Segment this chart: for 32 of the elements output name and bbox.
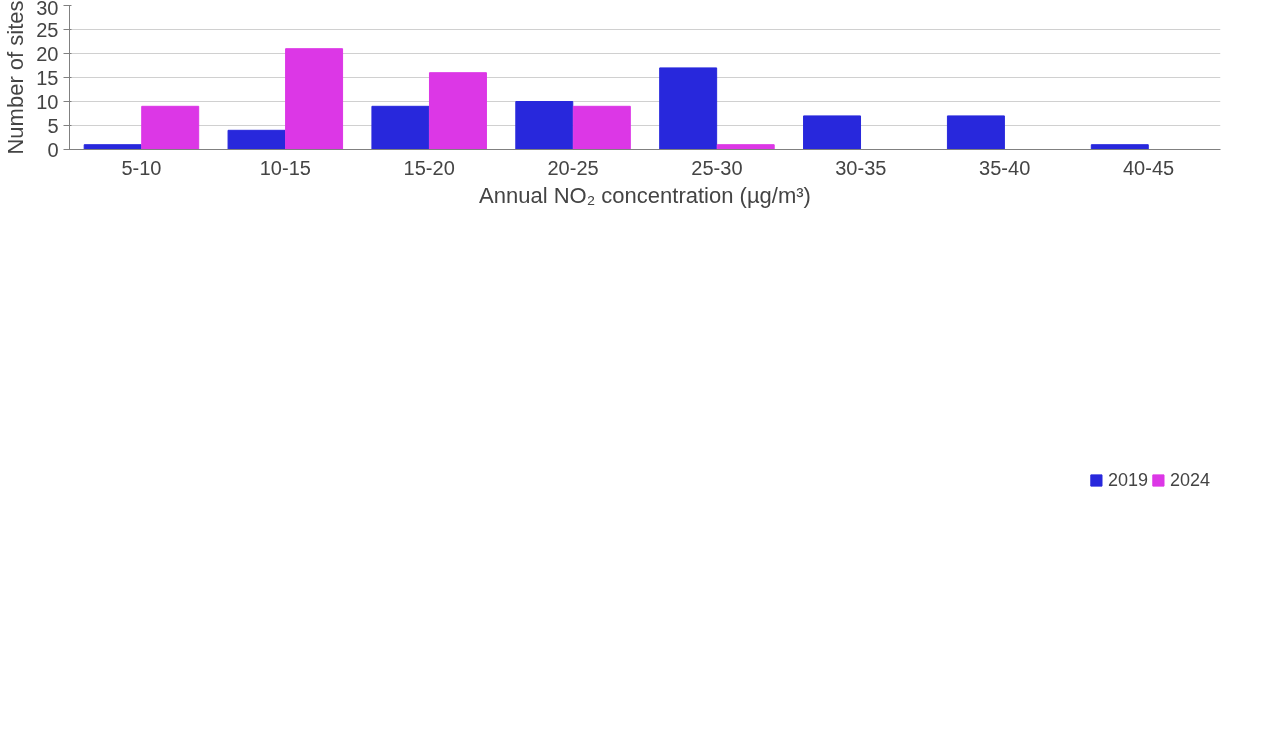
y-tick-label: 5 xyxy=(47,114,59,137)
x-tick-label: 30-35 xyxy=(835,156,887,179)
bar xyxy=(285,48,344,150)
x-tick-label: 25-30 xyxy=(691,156,743,179)
bar xyxy=(946,115,1005,150)
bar xyxy=(803,115,862,150)
y-tick-label: 15 xyxy=(36,66,59,89)
bar xyxy=(659,67,718,150)
y-tick-label: 30 xyxy=(36,0,59,19)
legend-label: 2019 xyxy=(1107,469,1148,491)
x-tick-label: 15-20 xyxy=(403,156,455,179)
y-tick-label: 10 xyxy=(36,90,59,113)
y-tick-label: 25 xyxy=(36,18,59,41)
legend-label: 2024 xyxy=(1169,469,1210,491)
x-tick-label: 10-15 xyxy=(259,156,311,179)
bar xyxy=(716,144,775,150)
bar xyxy=(83,144,142,150)
x-tick-label: 5-10 xyxy=(121,156,162,179)
bar xyxy=(371,105,430,150)
x-tick-label: 20-25 xyxy=(547,156,599,179)
y-tick-label: 0 xyxy=(47,138,59,161)
bar xyxy=(1090,144,1149,150)
bar xyxy=(141,105,200,150)
x-tick-label: 40-45 xyxy=(1122,156,1175,179)
bar xyxy=(572,105,631,150)
y-tick-label: 20 xyxy=(36,42,59,65)
y-axis-title: Number of sites xyxy=(3,0,29,155)
x-axis-title: Annual NO₂ concentration (µg/m³) xyxy=(479,182,811,208)
bar xyxy=(515,101,574,150)
bar xyxy=(227,129,286,150)
x-tick-label: 35-40 xyxy=(979,156,1031,179)
bar xyxy=(428,72,487,150)
